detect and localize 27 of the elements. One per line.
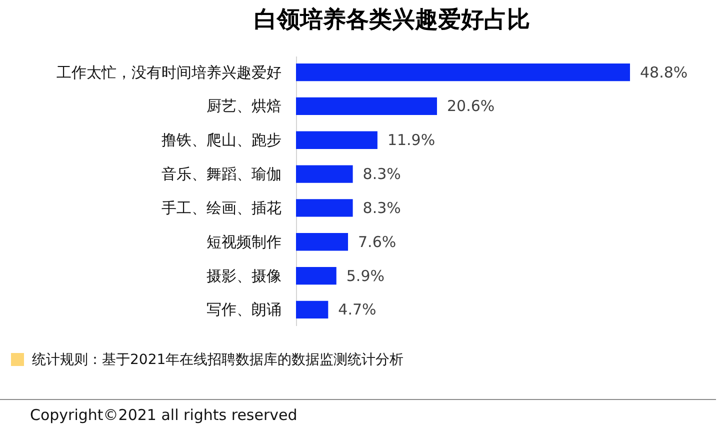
bar [296,131,378,149]
data-label: 8.3% [362,198,401,217]
chart-title: 白领培养各类兴趣爱好占比 [254,6,530,33]
y-tick-label: 短视频制作 [206,232,282,251]
text: Copyright©2021 all rights reserved [30,406,298,424]
data-label: 11.9% [387,131,436,150]
data-label: 5.9% [346,266,384,285]
y-tick-label: 厨艺、烘焙 [206,97,282,116]
bar [296,97,437,116]
bar [296,233,348,251]
data-label: 20.6% [446,97,495,116]
data-label: 7.6% [358,232,396,251]
y-tick-label: 摄影、摄像 [206,266,282,285]
data-label: 8.3% [362,165,401,184]
bar [296,266,336,285]
bar [296,63,630,82]
y-tick-label: 工作太忙，没有时间培养兴趣爱好 [56,63,282,82]
bar [296,300,328,319]
data-label: 48.8% [640,63,688,82]
y-tick-label: 音乐、舞蹈、瑜伽 [162,165,282,184]
y-tick-label: 写作、朗诵 [206,300,282,319]
bar [296,199,353,217]
y-tick-label: 手工、绘画、插花 [162,198,282,217]
text: 统计规则：基于2021年在线招聘数据库的数据监测统计分析 [32,351,404,369]
y-tick-label: 撸铁、爬山、跑步 [162,131,282,150]
bar [296,165,353,183]
data-label: 4.7% [338,300,376,319]
